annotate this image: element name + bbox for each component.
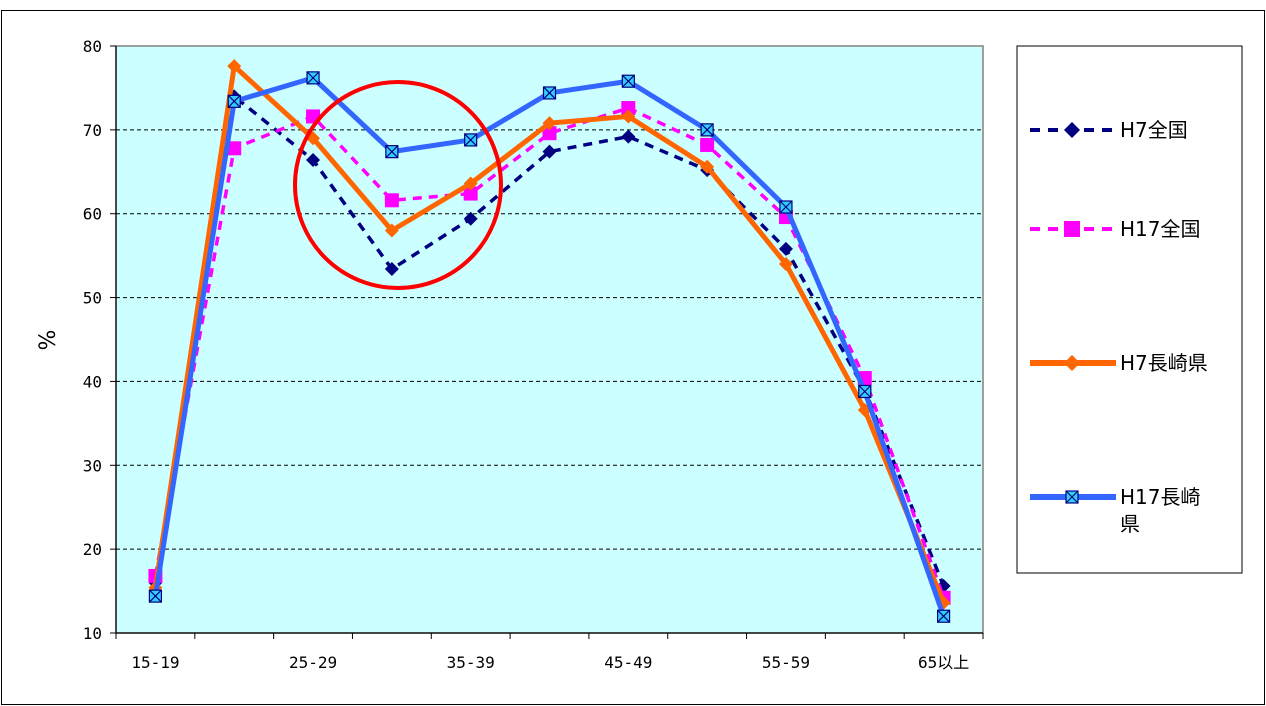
x-tick-label: 55-59 <box>762 653 810 672</box>
data-point <box>700 137 715 152</box>
data-point <box>227 141 242 156</box>
data-point <box>542 86 557 100</box>
data-point <box>1064 221 1080 237</box>
series-line <box>153 94 946 587</box>
y-tick-label: 10 <box>83 624 102 643</box>
data-point <box>1064 122 1080 138</box>
data-point <box>778 241 793 256</box>
data-point <box>384 262 399 277</box>
annotation-circle <box>293 80 503 290</box>
data-point <box>542 116 557 131</box>
data-point <box>463 211 478 226</box>
plot-area <box>115 45 984 634</box>
data-point <box>621 101 636 116</box>
x-tick-label: 35-39 <box>447 653 495 672</box>
data-point <box>1064 355 1080 371</box>
data-point <box>227 94 241 108</box>
x-tick-label: 45-49 <box>604 653 652 672</box>
x-axis: 15-19 25-29 35-39 45-49 55-59 65以上 <box>115 632 984 672</box>
series-layer <box>148 59 951 623</box>
y-tick-label: 60 <box>83 205 102 224</box>
y-tick-label: 80 <box>83 37 102 56</box>
data-point <box>778 257 793 272</box>
y-tick-label: 30 <box>83 456 102 475</box>
data-point <box>227 59 242 74</box>
legend-label: H7長崎県 <box>1120 351 1208 375</box>
y-tick-label: 70 <box>83 121 102 140</box>
data-point <box>148 589 163 603</box>
legend-item-2: H17全国 <box>1030 217 1201 241</box>
legend-label: H17全国 <box>1120 217 1201 241</box>
data-point <box>464 133 478 147</box>
data-point <box>621 129 636 144</box>
data-point <box>542 144 557 159</box>
data-point <box>384 193 399 208</box>
x-tick-label: 65以上 <box>918 653 969 672</box>
data-point <box>542 126 557 141</box>
data-point <box>621 74 635 88</box>
y-tick-label: 20 <box>83 540 102 559</box>
x-tick-label: 15-19 <box>131 653 179 672</box>
data-point <box>700 123 714 137</box>
data-point <box>936 609 951 623</box>
data-point <box>779 200 793 214</box>
data-point <box>1065 490 1079 504</box>
data-point <box>306 153 321 168</box>
legend-label: H7全国 <box>1120 118 1188 142</box>
legend-label: H17長崎 <box>1120 485 1201 509</box>
y-tick-label: 50 <box>83 289 102 308</box>
y-tick-label: 40 <box>83 372 102 391</box>
data-point <box>384 223 399 238</box>
legend-item-1: H7全国 <box>1030 118 1188 142</box>
data-point <box>385 145 399 159</box>
data-point <box>306 71 320 85</box>
series-4 <box>148 71 951 623</box>
data-point <box>463 176 478 191</box>
x-tick-label: 25-29 <box>289 653 337 672</box>
data-point <box>858 384 872 399</box>
legend-label-wrap: 県 <box>1120 512 1140 536</box>
legend-box <box>1016 45 1243 574</box>
y-axis-label: % <box>36 330 61 351</box>
legend-item-3: H7長崎県 <box>1030 351 1208 375</box>
y-axis: 10 20 30 40 50 60 70 80 <box>83 37 117 643</box>
grid-lines <box>116 129 983 550</box>
data-point <box>463 186 478 201</box>
data-point <box>700 159 715 174</box>
data-point <box>621 109 636 124</box>
